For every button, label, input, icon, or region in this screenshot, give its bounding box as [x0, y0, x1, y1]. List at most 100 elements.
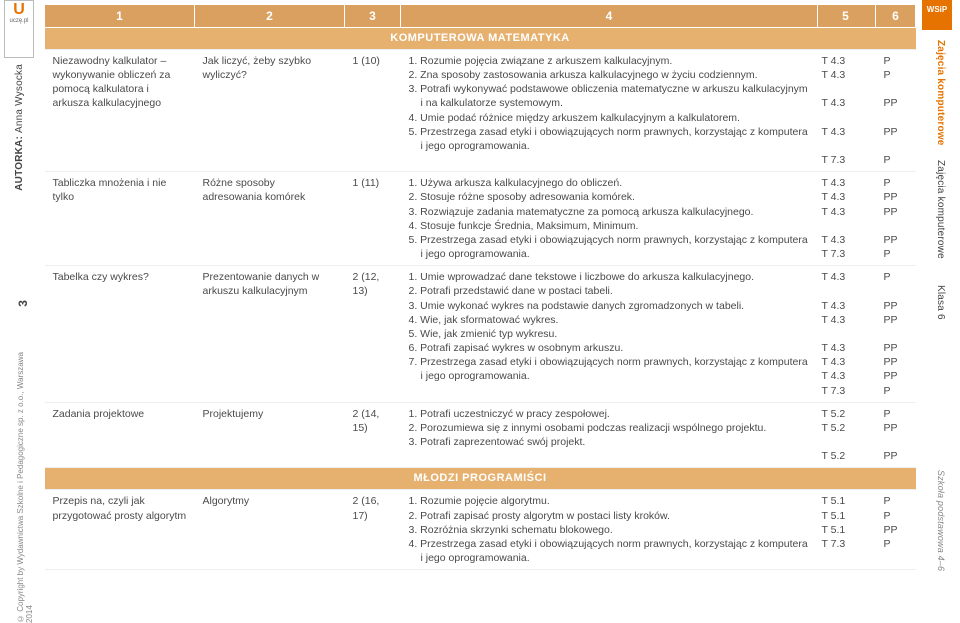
ref-cell-value: T 4.3 — [822, 68, 868, 82]
objectives-cell: 1. Rozumie pojęcie algorytmu.2. Potrafi … — [401, 490, 818, 570]
ref-cell-value — [822, 284, 868, 298]
level-cell-value — [884, 435, 908, 449]
objective-item: 2. Zna sposoby zastosowania arkusza kalk… — [409, 68, 810, 82]
section-header-cell: KOMPUTEROWA MATEMATYKA — [45, 28, 916, 50]
level-cell-value: P — [884, 509, 908, 523]
level-cell-value: P — [884, 537, 908, 551]
objective-item: 1. Rozumie pojęcia związane z arkuszem k… — [409, 54, 810, 68]
level-cell: PP PP PP P — [876, 49, 916, 171]
header-col-1: 1 — [45, 5, 195, 28]
ref-cell-value: T 4.3 — [822, 125, 868, 139]
objective-item: 1. Używa arkusza kalkulacyjnego do oblic… — [409, 176, 810, 190]
left-sidebar: U uczę.pl AUTORKA: Anna Wysocka 3 © Copy… — [4, 0, 38, 623]
objective-item: 5. Wie, jak zmienić typ wykresu. — [409, 327, 810, 341]
level-cell-value — [884, 139, 908, 153]
ref-cell-value — [822, 111, 868, 125]
page-number: 3 — [16, 300, 30, 307]
wsip-logo: WSiP — [922, 0, 952, 30]
level-cell-value: PP — [884, 125, 908, 139]
ref-cell-value — [822, 139, 868, 153]
ref-cell-value: T 5.1 — [822, 509, 868, 523]
header-col-4: 4 — [401, 5, 818, 28]
level-cell-value: P — [884, 54, 908, 68]
ref-cell-value: T 4.3 — [822, 313, 868, 327]
table-row: Tabelka czy wykres?Prezentowanie danych … — [45, 266, 916, 403]
objective-item: 3. Rozwiązuje zadania matematyczne za po… — [409, 205, 810, 219]
objectives-cell: 1. Używa arkusza kalkulacyjnego do oblic… — [401, 172, 818, 266]
ref-cell: T 4.3 T 4.3T 4.3 T 4.3T 4.3T 4.3T 7.3 — [818, 266, 876, 403]
hours-cell: 2 (12, 13) — [345, 266, 401, 403]
ref-cell-value: T 5.1 — [822, 494, 868, 508]
hours-cell: 1 (11) — [345, 172, 401, 266]
header-col-3: 3 — [345, 5, 401, 28]
level-cell-value: P — [884, 176, 908, 190]
objective-item: 4. Stosuje funkcje Średnia, Maksimum, Mi… — [409, 219, 810, 233]
ref-cell-value: T 5.2 — [822, 407, 868, 421]
subtopic-cell: Algorytmy — [195, 490, 345, 570]
right-label-2: Zajęcia komputerowe — [935, 160, 946, 259]
objective-item: 4. Przestrzega zasad etyki i obowiązując… — [409, 537, 810, 565]
level-cell-value: P — [884, 384, 908, 398]
ref-cell-value: T 4.3 — [822, 96, 868, 110]
level-cell-value: PP — [884, 205, 908, 219]
ref-cell: T 5.2T 5.2 T 5.2 — [818, 402, 876, 468]
level-cell: PPP PP — [876, 402, 916, 468]
logo-text: uczę.pl — [9, 18, 28, 24]
level-cell-value — [884, 111, 908, 125]
level-cell-value — [884, 327, 908, 341]
level-cell-value: PP — [884, 421, 908, 435]
level-cell-value: PP — [884, 190, 908, 204]
section-header-row: KOMPUTEROWA MATEMATYKA — [45, 28, 916, 50]
level-cell-value: PP — [884, 355, 908, 369]
header-col-2: 2 — [195, 5, 345, 28]
table-body: KOMPUTEROWA MATEMATYKANiezawodny kalkula… — [45, 28, 916, 570]
table-row: Przepis na, czyli jak przygotować prosty… — [45, 490, 916, 570]
objective-item: 3. Umie wykonać wykres na podstawie dany… — [409, 299, 810, 313]
section-header-row: MŁODZI PROGRAMIŚCI — [45, 468, 916, 490]
right-sidebar: WSiP Zajęcia komputerowe Zajęcia kompute… — [922, 0, 956, 623]
topic-cell: Niezawodny kalkulator – wykonywanie obli… — [45, 49, 195, 171]
level-cell-value: PP — [884, 523, 908, 537]
subtopic-cell: Prezentowanie danych w arkuszu kalkulacy… — [195, 266, 345, 403]
ref-cell-value: T 5.2 — [822, 449, 868, 463]
level-cell-value: PP — [884, 299, 908, 313]
table-row: Niezawodny kalkulator – wykonywanie obli… — [45, 49, 916, 171]
level-cell-value: PP — [884, 449, 908, 463]
objective-item: 2. Stosuje różne sposoby adresowania kom… — [409, 190, 810, 204]
header-col-5: 5 — [818, 5, 876, 28]
level-cell: PPPPP — [876, 490, 916, 570]
ref-cell-value: T 4.3 — [822, 341, 868, 355]
table-row: Tabliczka mnożenia i nie tylkoRóżne spos… — [45, 172, 916, 266]
table-row: Zadania projektoweProjektujemy2 (14, 15)… — [45, 402, 916, 468]
ucze-logo: U uczę.pl — [4, 0, 34, 58]
ref-cell-value: T 4.3 — [822, 233, 868, 247]
ref-cell-value: T 4.3 — [822, 270, 868, 284]
level-cell-value: P — [884, 153, 908, 167]
level-cell-value: PP — [884, 96, 908, 110]
objective-item: 4. Umie podać różnice między arkuszem ka… — [409, 111, 810, 125]
level-cell-value: PP — [884, 233, 908, 247]
ref-cell-value: T 4.3 — [822, 176, 868, 190]
copyright-text: © Copyright by Wydawnictwa Szkolne i Ped… — [16, 340, 34, 623]
objective-item: 3. Potrafi wykonywać podstawowe obliczen… — [409, 82, 810, 110]
section-header-cell: MŁODZI PROGRAMIŚCI — [45, 468, 916, 490]
table-header: 1 2 3 4 5 6 — [45, 5, 916, 28]
level-cell: PPPPP PPP — [876, 172, 916, 266]
ref-cell: T 4.3T 4.3 T 4.3 T 4.3 T 7.3 — [818, 49, 876, 171]
objective-item: 7. Przestrzega zasad etyki i obowiązując… — [409, 355, 810, 383]
ref-cell-value: T 4.3 — [822, 54, 868, 68]
right-label-3: Klasa 6 — [935, 285, 946, 320]
level-cell-value: P — [884, 494, 908, 508]
subtopic-cell: Jak liczyć, żeby szybko wyliczyć? — [195, 49, 345, 171]
hours-cell: 1 (10) — [345, 49, 401, 171]
level-cell-value: P — [884, 270, 908, 284]
ref-cell-value — [822, 327, 868, 341]
objective-item: 3. Rozróżnia skrzynki schematu blokowego… — [409, 523, 810, 537]
level-cell-value: P — [884, 68, 908, 82]
hours-cell: 2 (16, 17) — [345, 490, 401, 570]
author-label: AUTORKA: — [14, 136, 25, 191]
ref-cell-value: T 4.3 — [822, 369, 868, 383]
ref-cell: T 5.1T 5.1T 5.1T 7.3 — [818, 490, 876, 570]
ref-cell-value: T 7.3 — [822, 537, 868, 551]
objective-item: 1. Rozumie pojęcie algorytmu. — [409, 494, 810, 508]
